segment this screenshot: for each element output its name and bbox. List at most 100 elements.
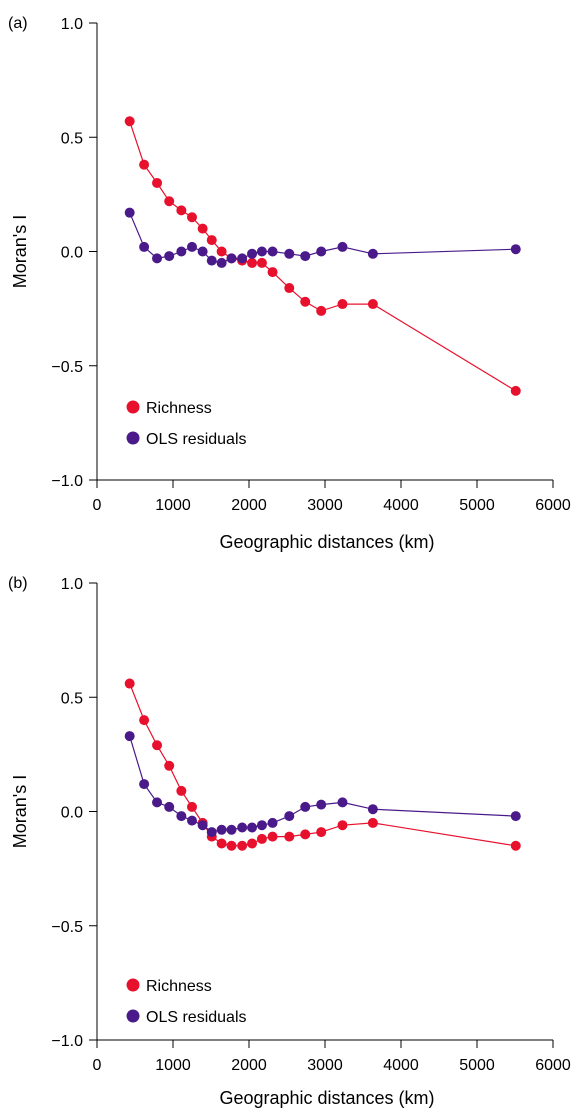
data-point bbox=[284, 283, 295, 294]
data-point bbox=[510, 385, 521, 396]
data-point bbox=[152, 177, 163, 188]
data-point bbox=[176, 205, 187, 216]
data-point bbox=[164, 801, 175, 812]
x-tick-label: 0 bbox=[93, 1057, 102, 1074]
data-point bbox=[267, 817, 278, 828]
data-point bbox=[216, 838, 227, 849]
data-point bbox=[300, 801, 311, 812]
legend-label: OLS residuals bbox=[146, 431, 247, 448]
x-tick-label: 4000 bbox=[383, 497, 419, 514]
y-tick-label: −0.5 bbox=[51, 919, 83, 936]
panel-label: (a) bbox=[8, 15, 28, 32]
x-tick-label: 1000 bbox=[155, 1057, 191, 1074]
y-tick-label: 1.0 bbox=[61, 16, 83, 33]
x-tick-label: 3000 bbox=[307, 497, 343, 514]
data-point bbox=[337, 797, 348, 808]
series-line bbox=[129, 735, 516, 833]
data-point bbox=[216, 824, 227, 835]
series-ols-residuals bbox=[124, 207, 521, 268]
data-point bbox=[226, 840, 237, 851]
data-point bbox=[337, 820, 348, 831]
data-point bbox=[164, 196, 175, 207]
legend-label: OLS residuals bbox=[146, 1009, 247, 1026]
x-tick-label: 6000 bbox=[535, 497, 571, 514]
data-point bbox=[284, 811, 295, 822]
data-point bbox=[139, 779, 150, 790]
data-point bbox=[267, 267, 278, 278]
data-point bbox=[337, 299, 348, 310]
y-axis-title: Moran's I bbox=[10, 775, 30, 848]
data-point bbox=[197, 820, 208, 831]
data-point bbox=[124, 116, 135, 127]
data-point bbox=[176, 246, 187, 257]
data-point bbox=[216, 246, 227, 257]
x-tick-label: 2000 bbox=[231, 497, 267, 514]
data-point bbox=[256, 820, 267, 831]
x-tick-label: 6000 bbox=[535, 1057, 571, 1074]
panel-label: (b) bbox=[8, 575, 28, 592]
x-axis-title: Geographic distances (km) bbox=[219, 532, 434, 552]
series-richness bbox=[124, 116, 521, 396]
data-point bbox=[367, 248, 378, 259]
data-point bbox=[237, 840, 248, 851]
data-point bbox=[176, 785, 187, 796]
y-tick-label: 0.0 bbox=[61, 245, 83, 262]
data-point bbox=[226, 824, 237, 835]
legend-marker bbox=[126, 400, 140, 414]
y-tick-label: −1.0 bbox=[51, 473, 83, 490]
data-point bbox=[300, 251, 311, 262]
data-point bbox=[247, 822, 258, 833]
data-point bbox=[267, 831, 278, 842]
data-point bbox=[267, 246, 278, 257]
data-point bbox=[164, 760, 175, 771]
x-tick-label: 0 bbox=[93, 497, 102, 514]
data-point bbox=[176, 811, 187, 822]
data-point bbox=[284, 248, 295, 259]
data-point bbox=[316, 799, 327, 810]
data-point bbox=[139, 715, 150, 726]
data-point bbox=[247, 838, 258, 849]
data-point bbox=[124, 678, 135, 689]
data-point bbox=[316, 305, 327, 316]
data-point bbox=[237, 253, 248, 264]
series-richness bbox=[124, 678, 521, 851]
x-axis-title: Geographic distances (km) bbox=[219, 1088, 434, 1108]
x-tick-label: 5000 bbox=[459, 1057, 495, 1074]
data-point bbox=[187, 241, 197, 252]
data-point bbox=[216, 257, 227, 268]
data-point bbox=[226, 253, 237, 264]
data-point bbox=[152, 253, 163, 264]
data-point bbox=[300, 296, 311, 307]
y-tick-label: 0.5 bbox=[61, 130, 83, 147]
legend-label: Richness bbox=[146, 400, 212, 417]
data-point bbox=[367, 817, 378, 828]
panel-a: (a) −1.0 −0.5 0.0 0.5 1.0 0 1000 2000 3000 4000 500… bbox=[8, 15, 571, 552]
data-point bbox=[510, 244, 521, 255]
data-point bbox=[256, 257, 267, 268]
data-point bbox=[337, 241, 348, 252]
data-point bbox=[187, 815, 197, 826]
data-point bbox=[139, 241, 150, 252]
data-point bbox=[510, 811, 521, 822]
data-point bbox=[187, 801, 197, 812]
y-tick-label: 0.0 bbox=[61, 805, 83, 822]
data-point bbox=[367, 299, 378, 310]
data-point bbox=[206, 255, 217, 266]
data-point bbox=[197, 246, 208, 257]
y-axis-title: Moran's I bbox=[10, 215, 30, 288]
data-point bbox=[187, 212, 197, 223]
x-tick-label: 5000 bbox=[459, 497, 495, 514]
series-ols-residuals bbox=[124, 731, 521, 838]
x-tick-label: 3000 bbox=[307, 1057, 343, 1074]
data-point bbox=[256, 833, 267, 844]
data-point bbox=[300, 829, 311, 840]
y-tick-label: −0.5 bbox=[51, 359, 83, 376]
data-point bbox=[510, 840, 521, 851]
data-point bbox=[247, 257, 258, 268]
data-point bbox=[139, 159, 150, 170]
legend-marker bbox=[126, 978, 140, 992]
data-point bbox=[256, 246, 267, 257]
data-point bbox=[247, 248, 258, 259]
y-tick-label: −1.0 bbox=[51, 1033, 83, 1050]
